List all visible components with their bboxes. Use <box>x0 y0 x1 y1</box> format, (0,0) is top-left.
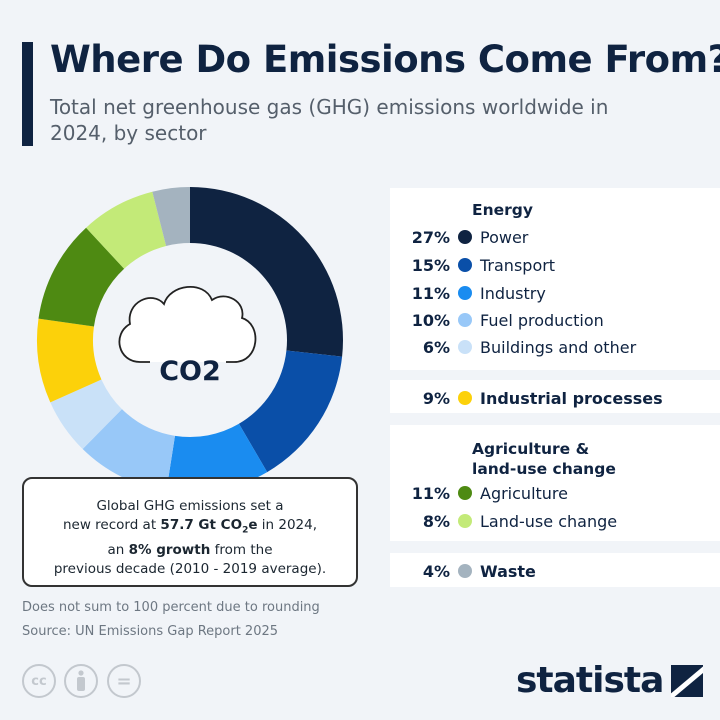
legend-item: 10% Fuel production <box>390 308 604 332</box>
t: an <box>107 541 129 558</box>
footnote: Does not sum to 100 percent due to round… <box>22 600 320 615</box>
note-line: an 8% growth from the <box>24 541 356 560</box>
slice-buildings-and-other <box>50 379 122 450</box>
slice-power <box>190 187 343 357</box>
legend-item: 27% Power <box>390 225 529 249</box>
legend-percent: 9% <box>422 388 450 408</box>
note-line: Global GHG emissions set a <box>96 498 284 514</box>
slice-industry <box>166 423 268 493</box>
legend-label: Industry <box>480 283 546 303</box>
t: 2 <box>242 525 249 536</box>
person-icon <box>77 670 85 691</box>
legend-label: Fuel production <box>480 310 604 330</box>
info-box: Global GHG emissions set a new record at… <box>22 477 358 587</box>
slice-agriculture <box>38 227 125 327</box>
nd-icon[interactable]: = <box>107 664 141 698</box>
legend-swatch <box>458 391 472 405</box>
t: cc <box>31 673 47 689</box>
source: Source: UN Emissions Gap Report 2025 <box>22 624 279 639</box>
t: 57.7 Gt CO <box>160 517 243 533</box>
legend-swatch <box>458 230 472 244</box>
t: 8% growth <box>128 541 211 558</box>
slice-land-use-change <box>86 191 167 269</box>
legend-swatch <box>458 340 472 354</box>
legend-item: 15% Transport <box>390 253 555 277</box>
legend-percent: 11% <box>411 283 450 303</box>
legend-percent: 27% <box>411 227 450 247</box>
statista-logo[interactable]: statista <box>516 660 704 701</box>
legend-group-header: land-use change <box>472 460 616 478</box>
legend-swatch <box>458 258 472 272</box>
legend-item: 4% Waste <box>390 559 536 583</box>
legend-industrial <box>390 380 720 413</box>
by-icon[interactable] <box>64 664 98 698</box>
legend-label: Transport <box>480 255 556 275</box>
note-line: new record at 57.7 Gt CO2e in 2024, <box>24 516 356 541</box>
slice-transport <box>238 350 343 473</box>
legend-item: 11% Industry <box>390 281 546 305</box>
legend-percent: 8% <box>422 511 450 531</box>
title-accent-bar <box>22 42 33 146</box>
legend-group-header: Agriculture & <box>472 440 590 458</box>
legend-swatch <box>458 514 472 528</box>
t: in 2024, <box>257 517 318 533</box>
legend-percent: 6% <box>422 337 450 357</box>
brand-text: statista <box>516 660 664 701</box>
legend-label: Agriculture <box>480 483 568 503</box>
legend-agriculture: Agriculture & land-use change <box>390 425 720 541</box>
statista-logo-mark <box>671 664 704 697</box>
legend-waste <box>390 553 720 587</box>
legend-swatch <box>458 486 472 500</box>
legend-percent: 4% <box>422 561 450 581</box>
legend-label: Waste <box>480 561 536 581</box>
note-line: previous decade (2010 - 2019 average). <box>53 560 327 577</box>
slice-waste <box>152 187 190 246</box>
chart-title: Where Do Emissions Come From? <box>50 38 720 81</box>
legend-label: Industrial processes <box>480 388 663 408</box>
legend-label: Power <box>480 227 529 247</box>
legend-label: Land-use change <box>480 511 618 531</box>
legend-energy: Energy <box>390 188 720 370</box>
t: = <box>116 670 132 692</box>
legend-item: 9% Industrial processes <box>390 386 663 410</box>
legend-item: 8% Land-use change <box>390 509 617 533</box>
slice-industrial-processes <box>37 318 102 403</box>
legend-swatch <box>458 286 472 300</box>
chart-subtitle: Total net greenhouse gas (GHG) emissions… <box>50 95 609 145</box>
legend-group-header: Energy <box>472 201 533 219</box>
legend-percent: 15% <box>411 255 450 275</box>
cloud-icon <box>118 285 257 363</box>
legend-label: Buildings and other <box>480 337 637 357</box>
legend-percent: 10% <box>411 310 450 330</box>
slice-fuel-production <box>82 409 175 492</box>
legend-item: 11% Agriculture <box>390 481 568 505</box>
cc-icon[interactable]: cc <box>22 664 56 698</box>
t: new record at <box>62 517 161 533</box>
legend-percent: 11% <box>411 483 450 503</box>
legend-swatch <box>458 564 472 578</box>
center-label: CO2 <box>159 356 221 387</box>
legend-swatch <box>458 313 472 327</box>
t: e <box>248 517 258 533</box>
legend-item: 6% Buildings and other <box>390 335 636 359</box>
donut-chart: CO2 <box>37 187 343 493</box>
t: from the <box>210 541 273 558</box>
